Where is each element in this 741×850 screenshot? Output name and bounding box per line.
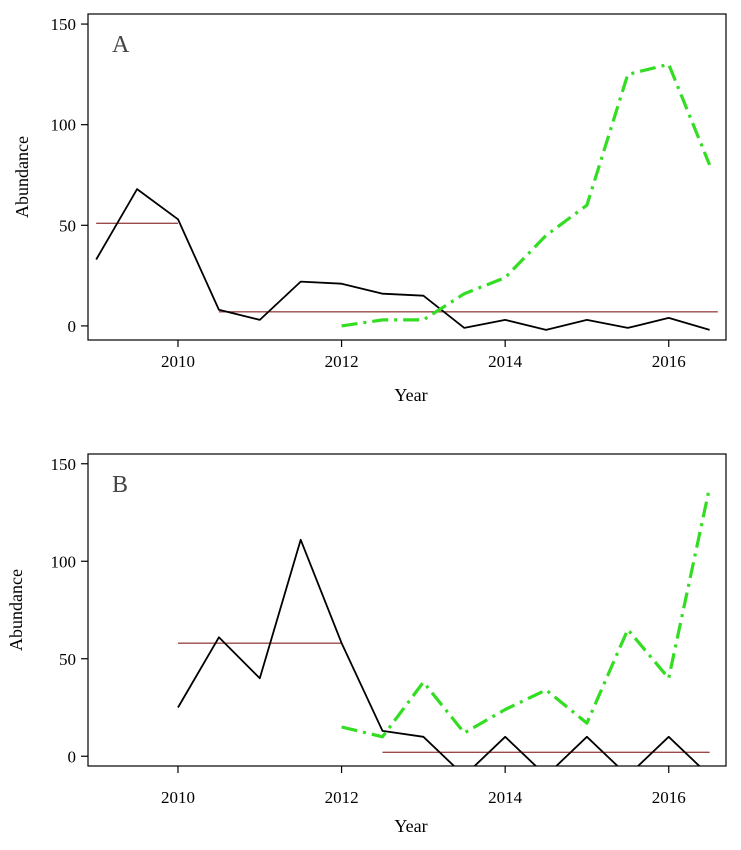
y-tick-label: 0 (68, 747, 77, 766)
x-tick-label: 2014 (488, 788, 523, 807)
plot-frame (87, 13, 727, 341)
x-tick-label: 2010 (161, 788, 195, 807)
x-tick-label: 2010 (161, 352, 195, 371)
x-tick-label: 2012 (325, 352, 359, 371)
x-tick-label: 2016 (652, 352, 686, 371)
y-tick-label: 100 (51, 116, 77, 135)
chart-panel-b: 0 50 100 150 2010 2012 2014 2016 Year Abundance B (6, 453, 727, 836)
chart-panel-a: 0 50 100 150 2010 2012 2014 2016 Year Abundance A (12, 13, 727, 405)
x-tick-label: 2016 (652, 788, 686, 807)
y-tick-label: 0 (68, 317, 77, 336)
series-line-dashdot (341, 486, 712, 739)
panel-label: A (112, 32, 130, 58)
y-tick-label: 100 (51, 552, 77, 571)
y-axis-label: Abundance (12, 136, 32, 218)
plot-area (177, 486, 712, 766)
x-tick-label: 2014 (488, 352, 523, 371)
series-line-solid (95, 188, 710, 331)
series-line-dashdot (341, 62, 712, 328)
x-axis-label: Year (394, 816, 427, 836)
y-tick-label: 50 (59, 650, 76, 669)
plot-area (95, 62, 718, 331)
plot-frame (87, 453, 727, 767)
x-axis-label: Year (394, 385, 427, 405)
y-axis-label: Abundance (6, 569, 26, 651)
y-tick-label: 150 (51, 15, 77, 34)
y-tick-label: 150 (51, 455, 77, 474)
x-tick-label: 2012 (325, 788, 359, 807)
y-tick-label: 50 (59, 216, 76, 235)
panel-label: B (112, 472, 128, 498)
series-line-solid (177, 538, 701, 766)
